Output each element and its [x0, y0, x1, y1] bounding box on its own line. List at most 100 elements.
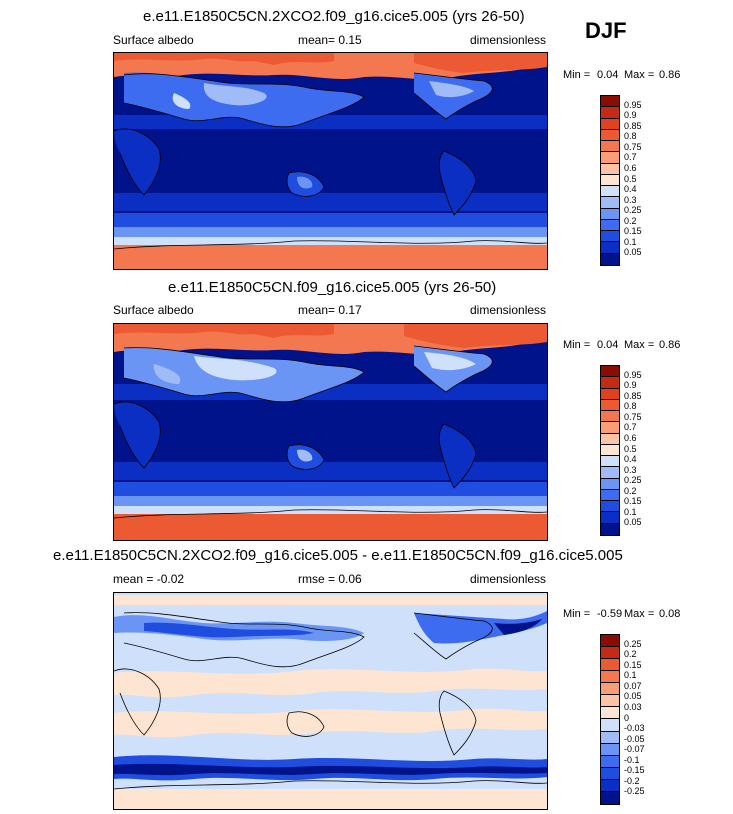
colorbar-swatch [601, 366, 619, 378]
colorbar-tick-label: 0.75 [624, 411, 642, 422]
colorbar-tick-label: 0.05 [624, 517, 642, 528]
colorbar-swatch [601, 647, 619, 660]
colorbar-swatch [601, 219, 619, 232]
colorbar-tick-label: -0.05 [624, 733, 645, 744]
colorbar-swatch [601, 523, 619, 535]
colorbar-swatch [601, 422, 619, 434]
panel-3-min-value: -0.59 [597, 608, 623, 620]
panel-2-mean-label: mean= 0.17 [298, 303, 362, 317]
colorbar-swatch [601, 489, 619, 502]
colorbar-tick-label: -0.15 [624, 765, 645, 776]
colorbar-swatch [601, 791, 619, 804]
colorbar-swatch [601, 197, 619, 209]
colorbar-tick-label: 0.8 [624, 131, 637, 142]
colorbar-swatch [601, 388, 619, 400]
colorbar-tick-label: 0.3 [624, 194, 637, 205]
colorbar-tick-label: 0.6 [624, 162, 637, 173]
colorbar-tick-label: -0.03 [624, 723, 645, 734]
colorbar-tick-label: 0.15 [624, 659, 642, 670]
colorbar-tick-label: 0.85 [624, 120, 642, 131]
colorbar-swatch [601, 186, 619, 198]
colorbar-swatch [601, 231, 619, 243]
colorbar-tick-label: 0.8 [624, 401, 637, 412]
colorbar-swatch [601, 163, 619, 175]
colorbar-swatch [601, 152, 619, 164]
colorbar-swatch [601, 779, 619, 792]
colorbar-tick-label: 0.7 [624, 422, 637, 433]
colorbar-tick-label: 0.05 [624, 691, 642, 702]
season-label: DJF [585, 18, 627, 43]
colorbar-swatch [601, 501, 619, 513]
panel-3-rmse-label: rmse = 0.06 [298, 572, 362, 586]
colorbar-swatch [601, 433, 619, 445]
colorbar-tick-label: 0.2 [624, 649, 637, 660]
colorbar-tick-label: 0.5 [624, 173, 637, 184]
panel-1-colorbar [600, 95, 620, 266]
colorbar-swatch [601, 242, 619, 254]
colorbar-swatch [601, 467, 619, 479]
colorbar-tick-label: -0.1 [624, 754, 640, 765]
colorbar-swatch [601, 719, 619, 732]
panel-3-colorbar [600, 634, 620, 805]
colorbar-swatch [601, 253, 619, 265]
colorbar-tick-label: 0 [624, 712, 630, 723]
panel-1-min-value: 0.04 [597, 69, 619, 81]
colorbar-swatch [601, 399, 619, 412]
panel-2-units-label: dimensionless [470, 303, 547, 317]
panel-1-map [113, 52, 548, 270]
colorbar-tick-label: 0.6 [624, 432, 637, 443]
colorbar-tick-label: 0.4 [624, 454, 637, 465]
panel-1-variable-label: Surface albedo [113, 33, 194, 47]
panel-3-map [113, 592, 548, 810]
colorbar-swatch [601, 671, 619, 684]
colorbar-swatch [601, 377, 619, 389]
panel-3-mean-label: mean = -0.02 [113, 572, 185, 586]
colorbar-swatch [601, 411, 619, 423]
colorbar-tick-label: -0.25 [624, 786, 645, 797]
panel-1-max-value: 0.86 [659, 69, 681, 81]
panel-2-title: e.e11.E1850C5CN.f09_g16.cice5.005 (yrs 2… [168, 279, 497, 296]
colorbar-tick-label: 0.15 [624, 226, 642, 237]
colorbar-swatch [601, 755, 619, 768]
colorbar-tick-label: 0.1 [624, 506, 637, 517]
panel-1-title: e.e11.E1850C5CN.2XCO2.f09_g16.cice5.005 … [143, 8, 525, 25]
colorbar-tick-label: 0.03 [624, 701, 642, 712]
colorbar-swatch [601, 141, 619, 153]
colorbar-swatch [601, 695, 619, 708]
panel-3-max-value: 0.08 [659, 608, 681, 620]
colorbar-swatch [601, 731, 619, 744]
colorbar-tick-label: 0.7 [624, 152, 637, 163]
panel-1-units-label: dimensionless [470, 33, 547, 47]
panel-2-max-value: 0.86 [659, 339, 681, 351]
colorbar-tick-label: 0.75 [624, 141, 642, 152]
colorbar-tick-label: 0.85 [624, 390, 642, 401]
colorbar-tick-label: 0.05 [624, 247, 642, 258]
colorbar-swatch [601, 456, 619, 468]
panel-1-map-graphic [114, 53, 547, 269]
colorbar-tick-label: 0.1 [624, 670, 637, 681]
colorbar-tick-label: -0.07 [624, 744, 645, 755]
colorbar-tick-label: 0.3 [624, 464, 637, 475]
colorbar-swatch [601, 478, 619, 490]
panel-2-colorbar [600, 365, 620, 536]
colorbar-swatch [601, 767, 619, 780]
panel-1-min-label: Min = [563, 69, 591, 81]
colorbar-swatch [601, 129, 619, 142]
colorbar-tick-label: 0.25 [624, 638, 642, 649]
panel-3-units-label: dimensionless [470, 572, 547, 586]
colorbar-tick-label: 0.2 [624, 215, 637, 226]
colorbar-swatch [601, 635, 619, 648]
colorbar-swatch [601, 208, 619, 220]
colorbar-swatch [601, 512, 619, 524]
colorbar-tick-label: 0.9 [624, 110, 637, 121]
colorbar-swatch [601, 707, 619, 720]
panel-3-title: e.e11.E1850C5CN.2XCO2.f09_g16.cice5.005 … [53, 547, 623, 564]
panel-2-min-value: 0.04 [597, 339, 619, 351]
colorbar-tick-label: 0.07 [624, 680, 642, 691]
panel-1-mean-label: mean= 0.15 [298, 33, 362, 47]
colorbar-swatch [601, 107, 619, 119]
colorbar-tick-label: -0.2 [624, 775, 640, 786]
colorbar-tick-label: 0.95 [624, 99, 642, 110]
colorbar-swatch [601, 118, 619, 130]
colorbar-swatch [601, 659, 619, 672]
